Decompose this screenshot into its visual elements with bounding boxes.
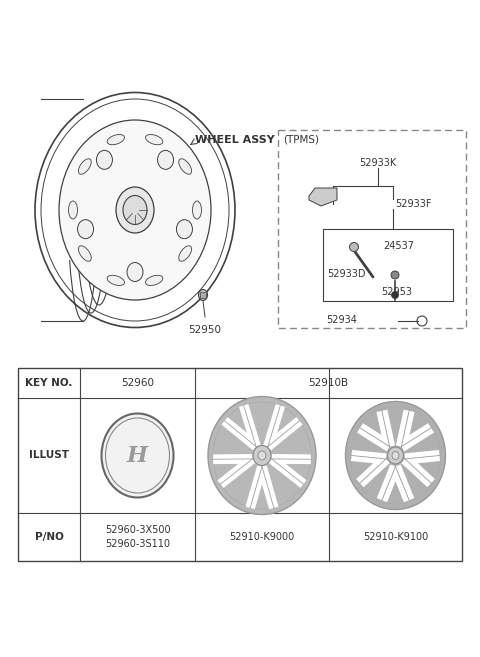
Text: 52953: 52953 bbox=[381, 287, 412, 297]
Text: 52950: 52950 bbox=[189, 325, 221, 335]
Ellipse shape bbox=[208, 397, 316, 514]
Text: (TPMS): (TPMS) bbox=[283, 135, 319, 145]
Bar bbox=[200, 292, 206, 298]
Text: 52934: 52934 bbox=[326, 315, 357, 325]
Ellipse shape bbox=[107, 135, 124, 145]
Ellipse shape bbox=[69, 201, 77, 219]
Ellipse shape bbox=[101, 413, 173, 497]
Text: ILLUST: ILLUST bbox=[29, 451, 69, 461]
Ellipse shape bbox=[179, 246, 192, 261]
Ellipse shape bbox=[253, 445, 271, 466]
Polygon shape bbox=[309, 188, 337, 206]
Ellipse shape bbox=[123, 196, 147, 225]
Text: 52933K: 52933K bbox=[360, 158, 396, 168]
Text: 52960: 52960 bbox=[121, 378, 154, 388]
Text: 52960-3X500
52960-3S110: 52960-3X500 52960-3S110 bbox=[105, 525, 170, 549]
Text: 52910-K9000: 52910-K9000 bbox=[229, 532, 295, 542]
Ellipse shape bbox=[59, 120, 211, 300]
Ellipse shape bbox=[258, 451, 266, 460]
Ellipse shape bbox=[392, 292, 398, 298]
Ellipse shape bbox=[145, 135, 163, 145]
Ellipse shape bbox=[199, 290, 207, 300]
Text: 52910B: 52910B bbox=[309, 378, 348, 388]
Ellipse shape bbox=[107, 275, 124, 286]
Text: KEY NO.: KEY NO. bbox=[25, 378, 72, 388]
Text: P/NO: P/NO bbox=[35, 532, 63, 542]
Ellipse shape bbox=[78, 219, 94, 238]
Bar bbox=[18, 368, 462, 561]
Text: 52933F: 52933F bbox=[395, 199, 432, 209]
Text: 52910-K9100: 52910-K9100 bbox=[363, 532, 428, 542]
Ellipse shape bbox=[116, 187, 154, 233]
Ellipse shape bbox=[349, 242, 359, 252]
Ellipse shape bbox=[127, 263, 143, 281]
Ellipse shape bbox=[157, 150, 174, 170]
Ellipse shape bbox=[391, 271, 399, 279]
Text: WHEEL ASSY: WHEEL ASSY bbox=[195, 135, 275, 145]
Ellipse shape bbox=[179, 159, 192, 174]
Bar bbox=[323, 229, 453, 301]
Ellipse shape bbox=[392, 451, 399, 459]
Text: 52933D: 52933D bbox=[327, 269, 365, 279]
Ellipse shape bbox=[78, 159, 91, 174]
Ellipse shape bbox=[96, 150, 112, 170]
Ellipse shape bbox=[192, 201, 202, 219]
Ellipse shape bbox=[177, 219, 192, 238]
Text: H: H bbox=[127, 445, 148, 466]
Ellipse shape bbox=[387, 447, 404, 464]
Ellipse shape bbox=[145, 275, 163, 286]
Text: 24537: 24537 bbox=[383, 241, 414, 251]
Ellipse shape bbox=[346, 401, 445, 509]
Ellipse shape bbox=[78, 246, 91, 261]
